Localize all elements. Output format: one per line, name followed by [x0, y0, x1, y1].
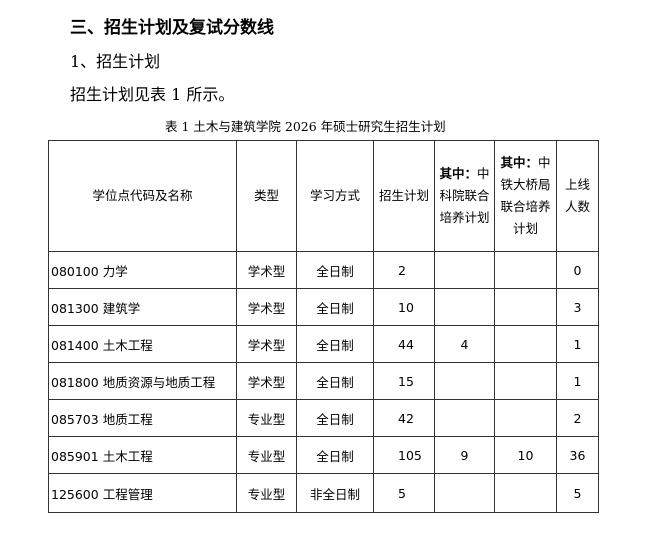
cell-mode: 全日制 [296, 436, 374, 474]
cell-plan: 2 [373, 251, 435, 289]
cell-mode: 非全日制 [296, 473, 374, 513]
cell-mode: 全日制 [296, 399, 374, 437]
header-cas-text: 中科院联合培养计划 [439, 166, 490, 225]
cell-mode: 全日制 [296, 251, 374, 289]
cell-type: 学术型 [236, 251, 297, 289]
cell-plan: 5 [373, 473, 435, 513]
table-row: 080100 力学 学术型 全日制 2 0 [48, 251, 599, 289]
cell-name: 081300 建筑学 [48, 288, 237, 326]
cell-mode: 全日制 [296, 362, 374, 400]
cell-line: 1 [556, 325, 599, 363]
cell-type: 学术型 [236, 325, 297, 363]
cell-crbc [494, 362, 557, 400]
header-cas-prefix: 其中： [439, 166, 477, 181]
cell-name: 085703 地质工程 [48, 399, 237, 437]
cell-name: 085901 土木工程 [48, 436, 237, 474]
cell-type: 学术型 [236, 362, 297, 400]
cell-crbc [494, 288, 557, 326]
cell-cas [434, 251, 495, 289]
cell-type: 专业型 [236, 436, 297, 474]
table-row: 081800 地质资源与地质工程 学术型 全日制 15 1 [48, 362, 599, 400]
header-crbc: 其中：中铁大桥局联合培养计划 [494, 140, 557, 252]
table-caption: 表 1 土木与建筑学院 2026 年硕士研究生招生计划 [165, 119, 446, 134]
table-row: 081400 土木工程 学术型 全日制 44 4 1 [48, 325, 599, 363]
header-mode: 学习方式 [296, 140, 374, 252]
cell-line: 0 [556, 251, 599, 289]
section-heading: 三、招生计划及复试分数线 [70, 18, 274, 38]
cell-plan: 105 [373, 436, 435, 474]
cell-type: 专业型 [236, 399, 297, 437]
table-row: 085703 地质工程 专业型 全日制 42 2 [48, 399, 599, 437]
cell-mode: 全日制 [296, 288, 374, 326]
cell-line: 5 [556, 473, 599, 513]
cell-name: 125600 工程管理 [48, 473, 237, 513]
cell-plan: 44 [373, 325, 435, 363]
cell-crbc: 10 [494, 436, 557, 474]
cell-crbc [494, 473, 557, 513]
table-header-row: 学位点代码及名称 类型 学习方式 招生计划 其中：中科院联合培养计划 其中：中铁… [48, 140, 599, 252]
table-row: 125600 工程管理 专业型 非全日制 5 5 [48, 473, 599, 513]
cell-crbc [494, 399, 557, 437]
header-cas: 其中：中科院联合培养计划 [434, 140, 495, 252]
cell-line: 1 [556, 362, 599, 400]
header-type: 类型 [236, 140, 297, 252]
cell-crbc [494, 251, 557, 289]
cell-plan: 15 [373, 362, 435, 400]
cell-mode: 全日制 [296, 325, 374, 363]
cell-plan: 10 [373, 288, 435, 326]
cell-cas [434, 473, 495, 513]
header-name: 学位点代码及名称 [48, 140, 237, 252]
cell-type: 学术型 [236, 288, 297, 326]
cell-line: 36 [556, 436, 599, 474]
cell-name: 081400 土木工程 [48, 325, 237, 363]
header-line: 上线人数 [556, 140, 599, 252]
cell-name: 080100 力学 [48, 251, 237, 289]
cell-cas: 9 [434, 436, 495, 474]
enrollment-plan-table: 学位点代码及名称 类型 学习方式 招生计划 其中：中科院联合培养计划 其中：中铁… [48, 140, 599, 513]
cell-name: 081800 地质资源与地质工程 [48, 362, 237, 400]
header-crbc-text: 中铁大桥局联合培养计划 [500, 155, 551, 236]
cell-cas: 4 [434, 325, 495, 363]
header-plan: 招生计划 [373, 140, 435, 252]
cell-crbc [494, 325, 557, 363]
table-row: 081300 建筑学 学术型 全日制 10 3 [48, 288, 599, 326]
cell-cas [434, 362, 495, 400]
paragraph: 招生计划见表 1 所示。 [70, 85, 235, 104]
cell-line: 2 [556, 399, 599, 437]
subsection-heading: 1、招生计划 [70, 52, 161, 71]
cell-line: 3 [556, 288, 599, 326]
cell-cas [434, 288, 495, 326]
table-row: 085901 土木工程 专业型 全日制 105 9 10 36 [48, 436, 599, 474]
header-crbc-prefix: 其中： [500, 155, 538, 170]
cell-type: 专业型 [236, 473, 297, 513]
cell-cas [434, 399, 495, 437]
cell-plan: 42 [373, 399, 435, 437]
